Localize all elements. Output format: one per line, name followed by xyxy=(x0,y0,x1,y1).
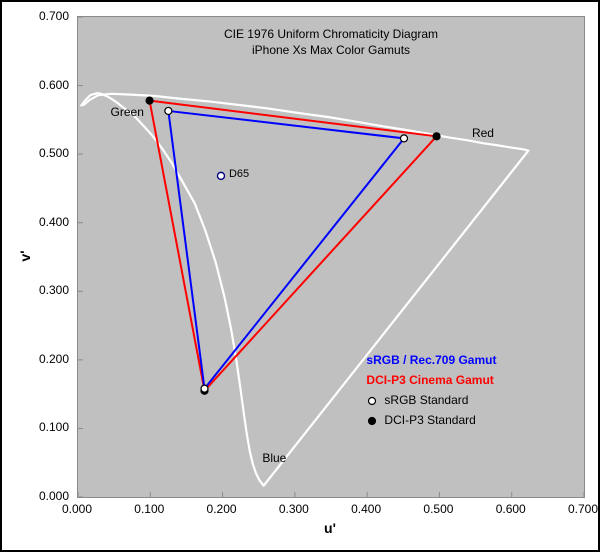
x-tick-label: 0.200 xyxy=(207,502,237,516)
y-tick-label: 0.600 xyxy=(39,78,69,92)
x-axis-title: u' xyxy=(324,520,336,536)
x-tick-label: 0.000 xyxy=(62,502,92,516)
srgb-standard-marker xyxy=(201,385,208,392)
plot-area: CIE 1976 Uniform Chromaticity Diagram iP… xyxy=(77,16,585,498)
chart-frame: CIE 1976 Uniform Chromaticity Diagram iP… xyxy=(0,0,600,552)
d65-marker xyxy=(217,172,224,179)
dcip3-standard-marker xyxy=(433,133,440,140)
y-tick-label: 0.500 xyxy=(39,146,69,160)
chart-title-line2: iPhone Xs Max Color Gamuts xyxy=(252,43,410,57)
green-label: Green xyxy=(111,105,144,119)
y-tick-label: 0.000 xyxy=(39,489,69,503)
dcip3-standard-marker xyxy=(146,97,153,104)
x-tick-label: 0.400 xyxy=(351,502,381,516)
blue-label: Blue xyxy=(262,451,286,465)
d65-label: D65 xyxy=(229,168,249,180)
chromaticity-svg xyxy=(78,17,584,497)
x-tick-label: 0.700 xyxy=(568,502,598,516)
y-tick-label: 0.200 xyxy=(39,352,69,366)
legend-entry-line: sRGB / Rec.709 Gamut xyxy=(366,353,496,367)
srgb-gamut-triangle xyxy=(168,111,404,389)
red-label: Red xyxy=(472,126,494,140)
y-tick-label: 0.700 xyxy=(39,9,69,23)
dcip3-gamut-triangle xyxy=(150,101,437,391)
legend-entry-marker: sRGB Standard xyxy=(366,393,468,407)
y-tick-label: 0.300 xyxy=(39,283,69,297)
x-tick-label: 0.100 xyxy=(134,502,164,516)
y-tick-label: 0.400 xyxy=(39,215,69,229)
srgb-standard-marker xyxy=(165,107,172,114)
legend-entry-line: DCI-P3 Cinema Gamut xyxy=(366,373,493,387)
chart-title-line1: CIE 1976 Uniform Chromaticity Diagram xyxy=(224,27,438,41)
x-tick-label: 0.600 xyxy=(496,502,526,516)
y-axis-title: v' xyxy=(17,250,33,261)
x-tick-label: 0.500 xyxy=(423,502,453,516)
y-tick-label: 0.100 xyxy=(39,420,69,434)
legend-entry-marker: DCI-P3 Standard xyxy=(366,413,475,427)
srgb-standard-marker xyxy=(401,135,408,142)
x-tick-label: 0.300 xyxy=(279,502,309,516)
